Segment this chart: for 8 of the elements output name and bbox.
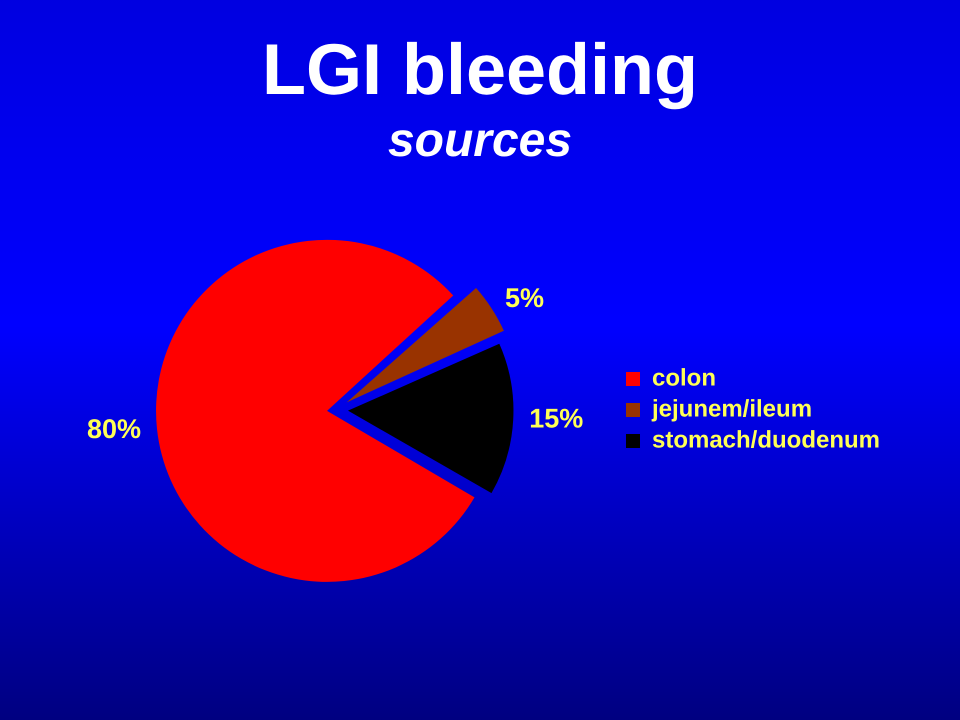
legend-label: colon <box>652 364 716 392</box>
chart-title: LGI bleeding <box>260 30 699 110</box>
data-label: 80% <box>87 414 142 444</box>
legend-label: jejunem/ileum <box>650 396 812 423</box>
data-label: 15% <box>529 404 584 434</box>
chart-subtitle: sources <box>386 114 574 167</box>
legend-label: stomach/duodenum <box>652 426 880 454</box>
data-label: 5% <box>504 283 544 314</box>
